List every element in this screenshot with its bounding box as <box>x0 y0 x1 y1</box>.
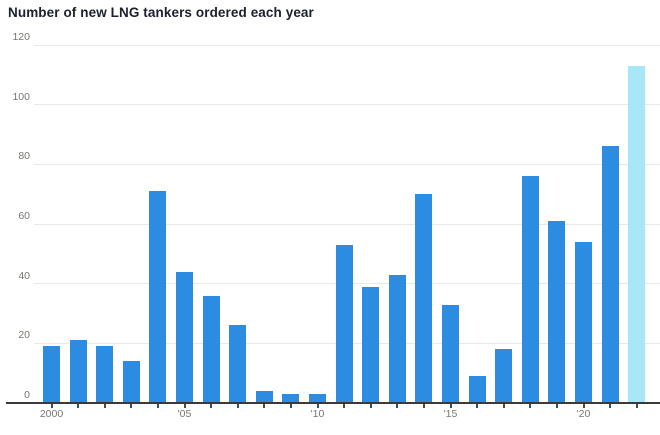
bar-2008[interactable] <box>255 391 273 403</box>
bar-2011[interactable] <box>335 244 353 403</box>
x-axis-tick <box>103 404 106 408</box>
bar-2014[interactable] <box>415 194 433 403</box>
x-axis-tick <box>502 404 505 408</box>
gridline-80 <box>34 163 660 165</box>
x-axis-tick <box>289 404 292 408</box>
y-axis-tick-label-60: 60 <box>18 210 30 222</box>
x-axis-label-2005: '05 <box>177 408 192 420</box>
x-axis-tick <box>343 404 346 408</box>
y-axis-tick-label-40: 40 <box>18 269 30 282</box>
x-axis-tick <box>236 404 239 408</box>
x-axis-line <box>6 402 660 404</box>
x-axis-tick <box>555 404 558 408</box>
x-axis-tick <box>316 404 319 408</box>
bar-2006[interactable] <box>202 295 220 403</box>
gridline-60 <box>34 223 660 225</box>
y-axis-tick-label-0: 0 <box>24 389 30 401</box>
bar-2019[interactable] <box>548 221 566 403</box>
bar-2010[interactable] <box>309 394 326 403</box>
x-axis-tick <box>582 404 585 408</box>
y-axis-tick-label-100: 100 <box>12 90 30 103</box>
gridline-120 <box>34 44 660 46</box>
gridline-100 <box>34 104 660 106</box>
x-axis-tick <box>156 404 159 408</box>
chart-title: Number of new LNG tankers ordered each y… <box>8 5 314 20</box>
x-axis-tick <box>396 404 399 408</box>
x-axis-tick <box>635 404 638 408</box>
x-axis-label-2015: '15 <box>443 408 458 420</box>
bar-2018[interactable] <box>521 176 539 403</box>
x-axis-tick <box>77 404 80 408</box>
bar-2013[interactable] <box>388 274 406 403</box>
bar-2017[interactable] <box>495 349 513 403</box>
bar-2003[interactable] <box>122 361 140 403</box>
x-axis-tick <box>183 404 186 408</box>
x-axis-tick <box>369 404 372 408</box>
x-axis-label-2020: '20 <box>576 408 591 420</box>
bar-2004[interactable] <box>149 191 167 403</box>
y-axis-tick-label-120: 120 <box>12 31 30 43</box>
bar-2007[interactable] <box>229 325 247 403</box>
bar-2012[interactable] <box>362 286 380 403</box>
bar-2021[interactable] <box>601 146 619 403</box>
x-axis-tick <box>422 404 425 408</box>
bar-2020[interactable] <box>575 241 592 403</box>
y-axis-tick-label-20: 20 <box>18 329 30 342</box>
bar-2000[interactable] <box>43 346 60 403</box>
x-axis-tick <box>130 404 133 408</box>
x-axis-label-2010: '10 <box>310 408 325 420</box>
x-axis-tick <box>476 404 479 408</box>
x-axis-label-2000: 2000 <box>39 408 64 420</box>
bar-2022[interactable] <box>628 65 646 403</box>
bar-2009[interactable] <box>282 394 300 403</box>
x-axis-tick <box>529 404 532 408</box>
bar-2001[interactable] <box>69 340 87 403</box>
x-axis-tick <box>449 404 452 408</box>
x-axis-tick <box>210 404 213 408</box>
x-axis-tick <box>50 404 53 408</box>
bar-2005[interactable] <box>176 271 193 403</box>
x-axis-tick <box>263 404 266 408</box>
x-axis-tick <box>609 404 612 408</box>
bar-2016[interactable] <box>468 376 486 403</box>
bar-2002[interactable] <box>96 346 114 403</box>
y-axis-tick-label-80: 80 <box>18 150 30 163</box>
bar-2015[interactable] <box>442 304 459 403</box>
